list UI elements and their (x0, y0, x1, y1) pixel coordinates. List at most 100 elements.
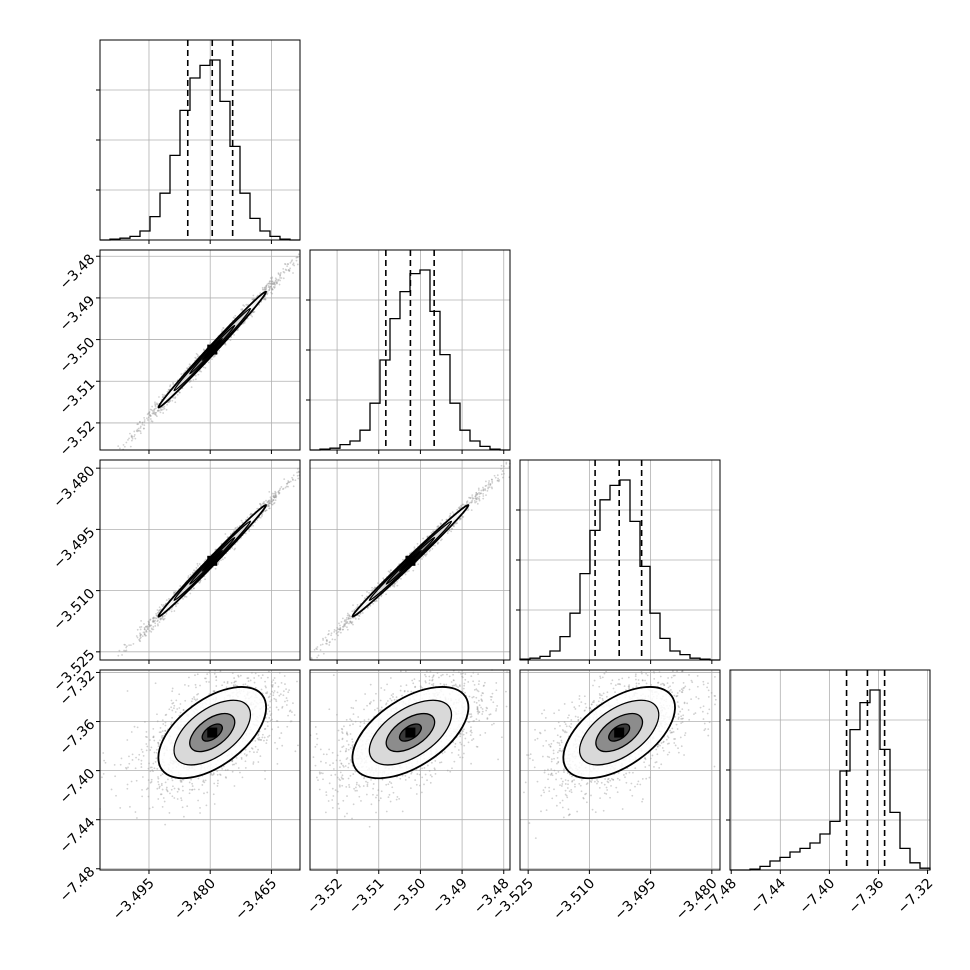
scatter-point (131, 435, 133, 438)
scatter-point (361, 594, 364, 597)
scatter-point (189, 573, 192, 576)
scatter-point (297, 477, 300, 480)
scatter-point (156, 403, 158, 406)
scatter-point (342, 625, 344, 628)
scatter-point (190, 386, 193, 389)
scatter-point (205, 680, 208, 683)
scatter-point (273, 677, 276, 679)
scatter-point (187, 576, 190, 579)
scatter-point (272, 679, 275, 682)
scatter-point (493, 474, 496, 477)
scatter-point (157, 777, 160, 780)
scatter-point (278, 283, 281, 286)
scatter-point (272, 495, 275, 498)
scatter-point (134, 437, 137, 440)
scatter-point (342, 628, 345, 631)
scatter-point (263, 288, 266, 291)
scatter-point (461, 503, 464, 506)
scatter-point (216, 782, 219, 785)
scatter-point (151, 420, 154, 423)
scatter-point (137, 427, 140, 430)
scatter-point (114, 775, 117, 778)
scatter-point (131, 437, 134, 440)
scatter-point (179, 585, 182, 587)
scatter-point (141, 635, 144, 638)
scatter-point (477, 489, 480, 491)
scatter-point (279, 276, 281, 279)
scatter-point (268, 285, 271, 288)
scatter-point (154, 617, 157, 619)
scatter-point (262, 288, 264, 291)
scatter-point (125, 441, 128, 444)
scatter-point (446, 532, 449, 535)
scatter-point (161, 396, 164, 399)
scatter-point (154, 411, 157, 414)
scatter-point (254, 672, 257, 675)
scatter-point (271, 283, 273, 286)
scatter-point (274, 284, 276, 286)
scatter-point (141, 421, 144, 424)
scatter-point (198, 563, 201, 565)
scatter-point (146, 413, 149, 416)
scatter-point (154, 413, 156, 416)
scatter-point (152, 762, 155, 765)
scatter-point (248, 530, 251, 532)
scatter-point (488, 480, 491, 482)
scatter-point (500, 467, 503, 470)
scatter-point (164, 721, 167, 724)
scatter-point (497, 477, 499, 480)
scatter-point (267, 282, 270, 285)
scatter-point (368, 591, 370, 594)
scatter-point (187, 575, 190, 577)
scatter-point (169, 400, 172, 403)
scatter-point (356, 604, 359, 606)
scatter-point (170, 706, 173, 709)
scatter-point (270, 291, 273, 294)
scatter-point (158, 409, 161, 412)
scatter-point (289, 267, 292, 270)
scatter-point (171, 795, 174, 798)
scatter-point (162, 618, 165, 621)
scatter-point (357, 618, 360, 620)
axes-frame (99, 459, 301, 661)
scatter-point (264, 298, 267, 301)
scatter-point (148, 411, 151, 414)
scatter-point (143, 420, 146, 423)
scatter-point (153, 410, 155, 413)
scatter-point (265, 509, 268, 512)
scatter-point (279, 279, 281, 282)
scatter-point (351, 610, 354, 613)
scatter-point (338, 622, 340, 625)
scatter-point (138, 420, 141, 423)
scatter-point (385, 593, 387, 596)
scatter-point (123, 445, 126, 448)
scatter-point (251, 315, 253, 318)
scatter-point (346, 628, 349, 631)
scatter-point (232, 316, 235, 319)
scatter-point (269, 282, 272, 285)
scatter-point (268, 289, 271, 291)
scatter-point (441, 519, 444, 521)
scatter-point (432, 530, 434, 533)
scatter-point (143, 628, 146, 631)
scatter-point (349, 620, 352, 623)
scatter-point (273, 282, 276, 285)
scatter-point (331, 638, 334, 641)
scatter-point (165, 599, 168, 602)
scatter-point (244, 760, 247, 763)
scatter-point (271, 728, 273, 731)
scatter-point (297, 253, 300, 256)
scatter-point (220, 559, 222, 562)
scatter-point (262, 288, 264, 291)
scatter-point (268, 287, 271, 289)
scatter-point (155, 757, 158, 760)
scatter-point (358, 615, 361, 618)
scatter-point (155, 612, 158, 615)
scatter-point (266, 676, 269, 679)
scatter-point (156, 623, 159, 626)
scatter-point (353, 609, 356, 611)
scatter-point (346, 626, 348, 629)
scatter-point (343, 619, 346, 621)
scatter-point (268, 280, 271, 282)
scatter-point (267, 505, 270, 507)
